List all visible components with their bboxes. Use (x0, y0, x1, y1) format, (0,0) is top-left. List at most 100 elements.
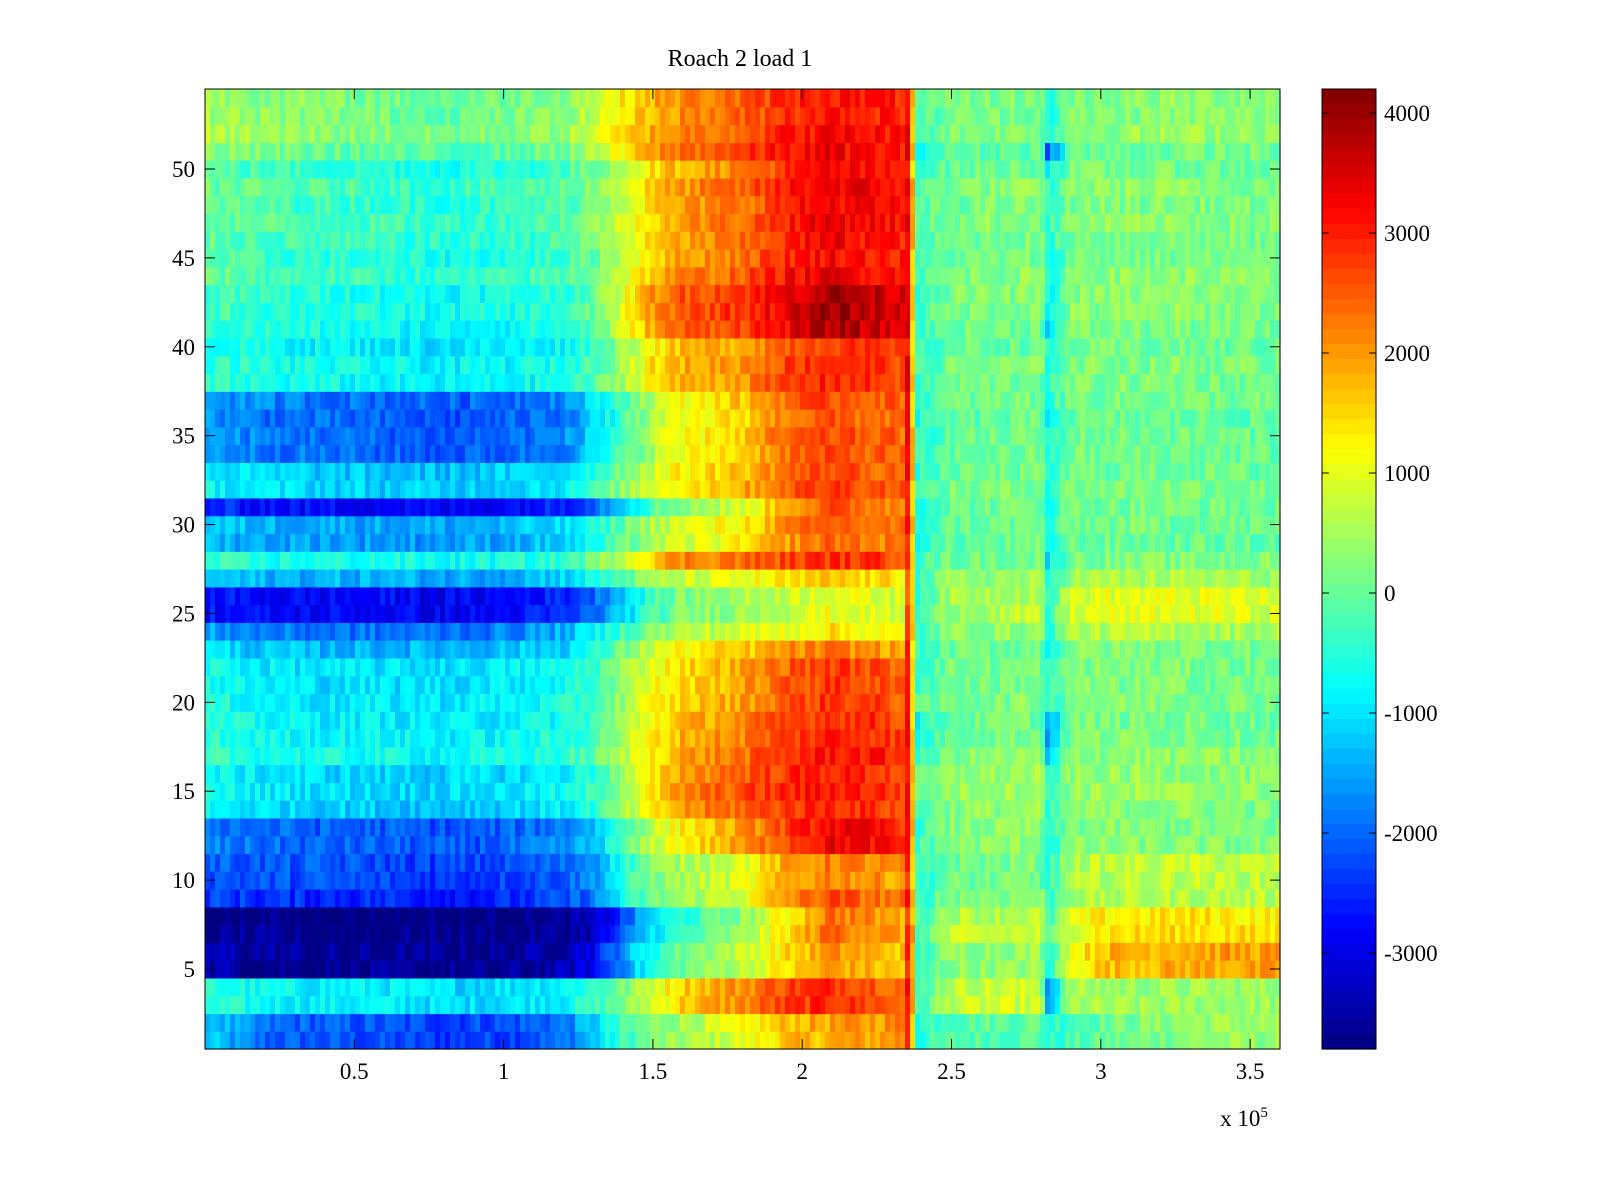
heatmap-cell (975, 746, 981, 766)
heatmap-cell (725, 693, 731, 712)
heatmap-cell (520, 657, 526, 677)
heatmap-cell (405, 977, 411, 997)
heatmap-cell (850, 871, 856, 890)
heatmap-cell (530, 995, 536, 1015)
heatmap-cell (1160, 693, 1166, 712)
heatmap-cell (865, 835, 871, 855)
heatmap-cell (1205, 835, 1211, 855)
heatmap-cell (925, 657, 931, 677)
heatmap-cell (575, 640, 581, 659)
heatmap-cell (740, 817, 746, 837)
heatmap-cell (475, 817, 481, 837)
heatmap-cell (275, 640, 281, 659)
heatmap-cell (265, 977, 271, 997)
heatmap-cell (705, 995, 711, 1015)
heatmap-cell (330, 853, 336, 872)
heatmap-cell (755, 889, 761, 908)
heatmap-cell (560, 942, 566, 961)
heatmap-cell (265, 995, 271, 1015)
heatmap-cell (1135, 693, 1141, 712)
heatmap-cell (1155, 800, 1161, 819)
heatmap-cell (225, 977, 231, 997)
heatmap-cell (655, 906, 661, 926)
heatmap-cell (1045, 942, 1051, 961)
heatmap-cell (370, 995, 376, 1015)
heatmap-cell (890, 782, 896, 801)
heatmap-cell (465, 729, 471, 748)
heatmap-cell (275, 693, 281, 712)
heatmap-cell (1235, 960, 1241, 979)
heatmap-cell (1055, 924, 1061, 943)
heatmap-cell (420, 800, 426, 819)
heatmap-cell (245, 889, 251, 908)
heatmap-cell (1165, 764, 1171, 783)
heatmap-cell (1065, 764, 1071, 783)
heatmap-cell (455, 782, 461, 801)
heatmap-cell (805, 960, 811, 979)
heatmap-cell (460, 977, 466, 997)
heatmap-cell (605, 960, 611, 979)
heatmap-cell (805, 889, 811, 908)
heatmap-cell (940, 853, 946, 872)
heatmap-cell (445, 1013, 451, 1032)
heatmap-cell (565, 924, 571, 943)
heatmap-cell (1010, 977, 1016, 997)
heatmap-cell (1005, 889, 1011, 908)
heatmap-cell (505, 764, 511, 783)
heatmap-cell (205, 1031, 211, 1050)
heatmap-cell (290, 657, 296, 677)
heatmap-cell (515, 817, 521, 837)
heatmap-cell (1195, 942, 1201, 961)
heatmap-cell (375, 764, 381, 783)
heatmap-cell (240, 853, 246, 872)
heatmap-cell (285, 764, 291, 783)
heatmap-cell (1075, 835, 1081, 855)
heatmap-cell (465, 960, 471, 979)
heatmap-cell (840, 1013, 846, 1032)
heatmap-cell (665, 640, 671, 659)
heatmap-cell (405, 889, 411, 908)
heatmap-cell (1175, 746, 1181, 766)
heatmap-cell (1225, 800, 1231, 819)
heatmap-cell (925, 889, 931, 908)
heatmap-cell (735, 1013, 741, 1032)
heatmap-cell (915, 675, 921, 695)
heatmap-cell (575, 800, 581, 819)
heatmap-cell (920, 693, 926, 712)
heatmap-cell (1275, 995, 1281, 1015)
heatmap-cell (725, 800, 731, 819)
heatmap-cell (1220, 942, 1226, 961)
heatmap-cell (595, 960, 601, 979)
heatmap-cell (1040, 995, 1046, 1015)
heatmap-cell (980, 835, 986, 855)
heatmap-cell (265, 906, 271, 926)
heatmap-cell (490, 871, 496, 890)
heatmap-cell (1160, 729, 1166, 748)
heatmap-cell (365, 1031, 371, 1050)
heatmap-cell (550, 924, 556, 943)
heatmap-cell (1240, 800, 1246, 819)
heatmap-cell (775, 889, 781, 908)
heatmap-cell (450, 977, 456, 997)
heatmap-cell (340, 675, 346, 695)
heatmap-cell (950, 800, 956, 819)
heatmap-cell (995, 746, 1001, 766)
heatmap-cell (340, 729, 346, 748)
heatmap-cell (580, 1013, 586, 1032)
heatmap-cell (1150, 711, 1156, 730)
heatmap-cell (810, 1013, 816, 1032)
heatmap-cell (1235, 1031, 1241, 1050)
heatmap-cell (295, 835, 301, 855)
heatmap-cell (1090, 817, 1096, 837)
heatmap-cell (675, 675, 681, 695)
heatmap-cell (870, 942, 876, 961)
heatmap-cell (500, 942, 506, 961)
heatmap-cell (615, 657, 621, 677)
heatmap-cell (245, 960, 251, 979)
heatmap-cell (740, 729, 746, 748)
heatmap-cell (665, 1031, 671, 1050)
heatmap-cell (920, 675, 926, 695)
heatmap-cell (705, 977, 711, 997)
heatmap-cell (795, 871, 801, 890)
heatmap-cell (510, 657, 516, 677)
